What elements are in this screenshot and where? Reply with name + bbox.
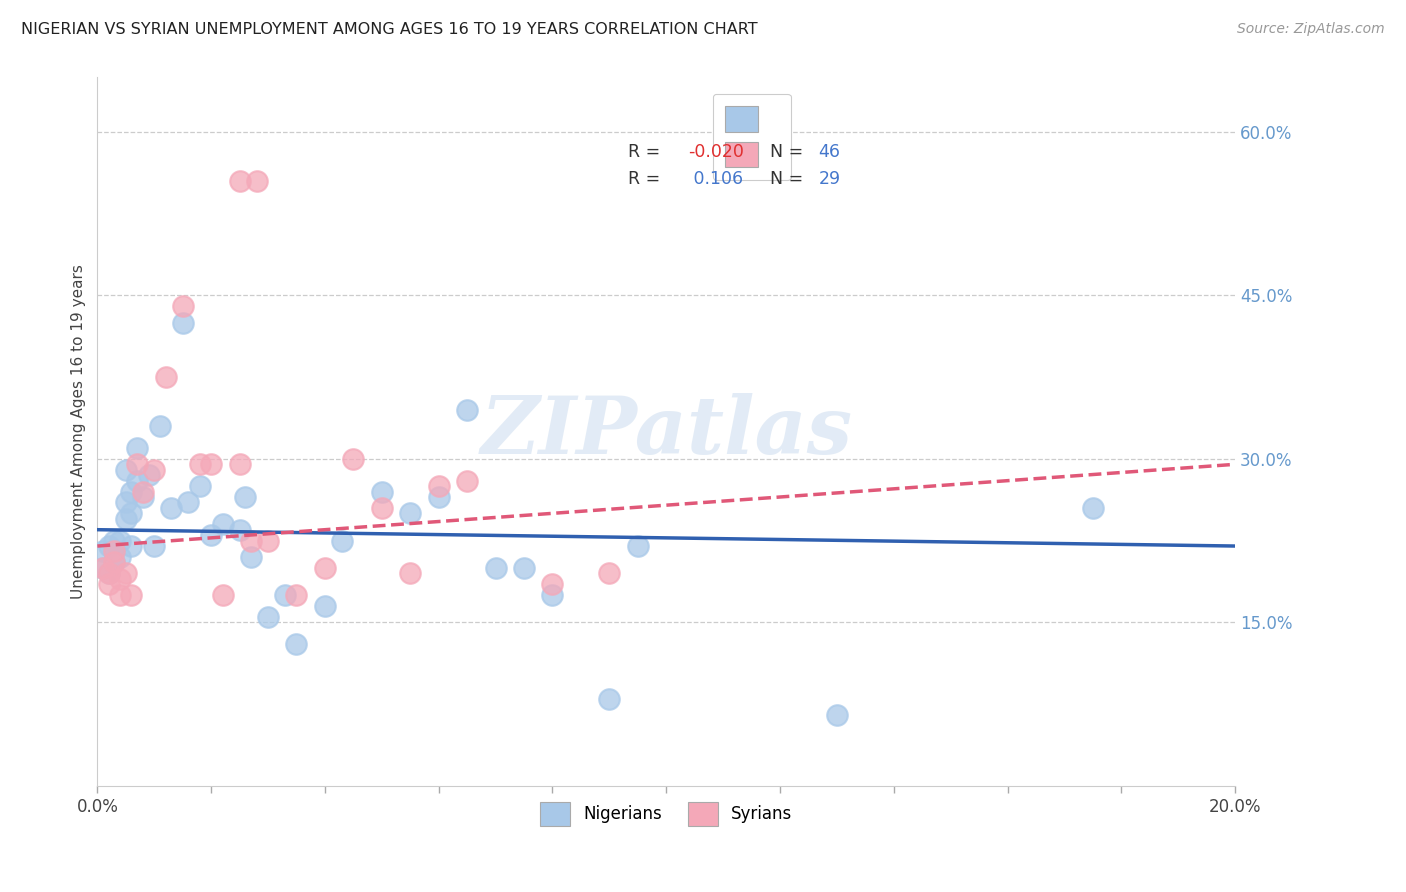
Point [239, 533, 262, 548]
Point [103, 544, 125, 558]
Y-axis label: Unemployment Among Ages 16 to 19 years: Unemployment Among Ages 16 to 19 years [72, 264, 86, 599]
Text: R =: R = [628, 170, 665, 188]
Point [257, 533, 280, 548]
Point [172, 316, 194, 330]
Point [314, 561, 336, 575]
Point [330, 533, 353, 548]
Text: 46: 46 [818, 143, 841, 161]
Point [103, 544, 125, 558]
Point [285, 588, 308, 602]
Point [143, 463, 166, 477]
Point [484, 561, 506, 575]
Point [228, 174, 250, 188]
Text: Source: ZipAtlas.com: Source: ZipAtlas.com [1237, 22, 1385, 37]
Point [513, 561, 536, 575]
Point [598, 691, 620, 706]
Text: R =: R = [628, 143, 665, 161]
Text: N =: N = [759, 143, 808, 161]
Point [177, 495, 200, 509]
Point [127, 458, 149, 472]
Point [1081, 500, 1104, 515]
Point [103, 533, 125, 548]
Point [91, 544, 114, 558]
Point [114, 566, 136, 581]
Point [541, 577, 564, 591]
Point [121, 588, 143, 602]
Point [188, 458, 211, 472]
Point [228, 458, 250, 472]
Point [127, 474, 149, 488]
Point [371, 484, 394, 499]
Point [132, 484, 155, 499]
Point [108, 549, 131, 564]
Legend: Nigerians, Syrians: Nigerians, Syrians [531, 794, 800, 834]
Point [399, 566, 422, 581]
Point [155, 370, 177, 384]
Point [114, 463, 136, 477]
Point [172, 299, 194, 313]
Point [541, 588, 564, 602]
Text: -0.020: -0.020 [688, 143, 744, 161]
Point [91, 561, 114, 575]
Point [114, 512, 136, 526]
Point [132, 490, 155, 504]
Point [114, 495, 136, 509]
Point [108, 588, 131, 602]
Point [427, 490, 450, 504]
Point [285, 637, 308, 651]
Text: N =: N = [759, 170, 808, 188]
Point [627, 539, 650, 553]
Point [456, 402, 478, 417]
Point [371, 500, 394, 515]
Text: NIGERIAN VS SYRIAN UNEMPLOYMENT AMONG AGES 16 TO 19 YEARS CORRELATION CHART: NIGERIAN VS SYRIAN UNEMPLOYMENT AMONG AG… [21, 22, 758, 37]
Point [211, 588, 233, 602]
Point [200, 528, 222, 542]
Point [149, 419, 172, 434]
Text: 29: 29 [818, 170, 841, 188]
Point [228, 523, 250, 537]
Point [456, 474, 478, 488]
Point [127, 441, 149, 455]
Point [97, 566, 120, 581]
Point [314, 599, 336, 613]
Point [427, 479, 450, 493]
Point [97, 577, 120, 591]
Point [239, 549, 262, 564]
Point [91, 561, 114, 575]
Point [200, 458, 222, 472]
Point [121, 506, 143, 520]
Point [103, 555, 125, 569]
Point [97, 539, 120, 553]
Point [138, 468, 160, 483]
Point [188, 479, 211, 493]
Point [160, 500, 183, 515]
Point [108, 533, 131, 548]
Point [274, 588, 297, 602]
Point [233, 490, 256, 504]
Point [246, 174, 269, 188]
Text: ZIPatlas: ZIPatlas [481, 392, 852, 470]
Point [825, 708, 848, 723]
Text: 0.106: 0.106 [688, 170, 742, 188]
Point [121, 539, 143, 553]
Point [399, 506, 422, 520]
Point [598, 566, 620, 581]
Point [108, 572, 131, 586]
Point [143, 539, 166, 553]
Point [257, 610, 280, 624]
Point [97, 566, 120, 581]
Point [103, 555, 125, 569]
Point [121, 484, 143, 499]
Point [211, 517, 233, 532]
Point [342, 451, 364, 466]
